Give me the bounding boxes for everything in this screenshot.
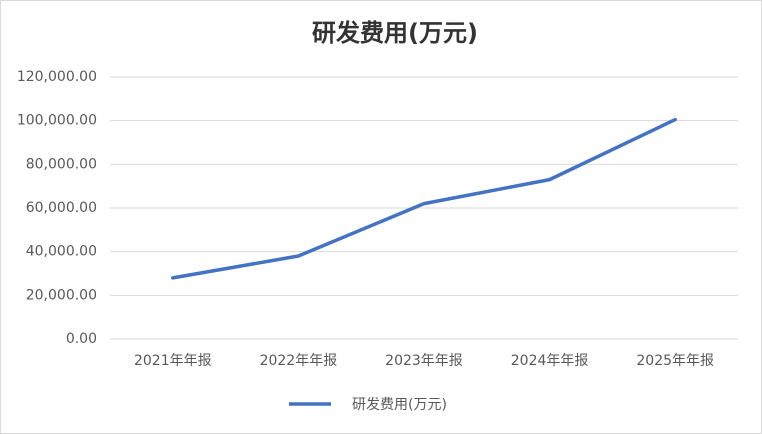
x-tick-label: 2024年年报 [511, 353, 589, 369]
y-tick-label: 60,000.00 [26, 200, 97, 216]
legend-label: 研发费用(万元) [352, 397, 447, 413]
y-tick-label: 40,000.00 [26, 244, 97, 260]
y-tick-label: 80,000.00 [26, 156, 97, 172]
line [171, 117, 677, 280]
y-tick-label: 120,000.00 [17, 69, 97, 85]
x-tick-label: 2023年年报 [385, 353, 463, 369]
y-tick-label: 0.00 [66, 331, 97, 347]
x-tick-label: 2022年年报 [260, 353, 338, 369]
chart-title: 研发费用(万元) [312, 19, 478, 47]
y-tick-label: 100,000.00 [17, 113, 97, 129]
x-tick-label: 2025年年报 [636, 353, 714, 369]
y-tick-label: 20,000.00 [26, 287, 97, 303]
x-tick-label: 2021年年报 [134, 353, 212, 369]
